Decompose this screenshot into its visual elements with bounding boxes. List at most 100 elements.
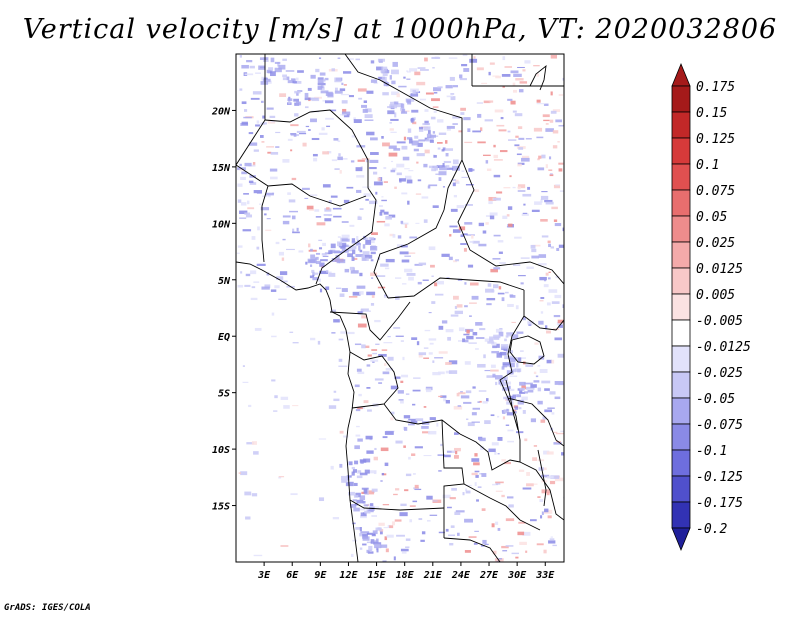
field-patch [545,272,549,276]
field-patch [390,101,393,106]
field-patch [493,284,499,289]
field-patch [460,107,466,111]
field-patch [321,253,327,256]
field-patch [438,371,445,375]
field-patch [464,361,471,365]
field-patch [326,207,330,210]
field-patch [415,418,424,422]
field-patch [360,512,367,517]
field-patch [351,238,356,243]
field-patch [502,550,508,552]
field-patch [269,115,276,119]
field-patch [356,236,359,240]
field-patch [343,114,350,118]
field-patch [497,436,503,441]
field-patch [460,243,467,245]
field-patch [318,438,327,440]
field-patch [560,430,564,433]
field-patch [359,208,364,210]
field-patch [401,222,409,225]
border-congo [329,301,411,341]
field-patch [519,389,523,393]
field-patch [463,248,467,252]
field-patch [484,338,494,342]
field-patch [428,165,437,169]
field-patch [338,259,346,264]
field-patch [489,62,495,65]
colorbar-bottom-arrow [671,527,691,552]
field-patch [553,431,558,433]
field-patch [317,82,326,86]
field-patch [519,387,526,391]
field-patch [401,551,407,554]
field-patch [458,392,466,395]
field-patch [449,225,458,228]
field-patch [252,91,262,95]
lon-tick-label: 9E [314,570,327,581]
field-patch [421,196,429,199]
field-patch [292,79,296,82]
field-patch [428,312,432,314]
field-patch [382,73,388,77]
field-patch [239,210,248,214]
field-patch [504,66,513,68]
field-patch [330,465,334,470]
field-patch [445,399,450,404]
field-patch [324,208,332,212]
field-patch [356,475,363,479]
field-patch [465,484,472,486]
field-patch [475,348,479,350]
field-patch [294,113,299,117]
field-patch [418,128,424,132]
field-patch [337,236,341,238]
field-patch [449,542,454,546]
field-patch [331,68,335,72]
field-patch [446,277,450,279]
field-patch [493,234,501,237]
field-patch [378,522,385,526]
field-patch [487,341,495,344]
field-patch [558,244,564,248]
field-patch [480,446,484,451]
field-patch [368,545,373,551]
field-patch [451,487,457,491]
field-patch [461,176,469,178]
field-patch [474,453,478,457]
field-patch [558,94,564,96]
field-patch [261,141,265,143]
field-patch [315,216,322,218]
field-patch [357,311,363,315]
field-patch [345,481,354,487]
field-patch [373,82,378,85]
field-patch [312,153,318,157]
field-patch [492,550,497,555]
lon-tick-label: 24E [451,570,471,581]
field-patch [375,191,378,195]
field-patch [305,261,308,265]
field-patch [366,364,371,367]
field-patch [515,78,524,81]
field-patch [304,197,309,199]
field-patch [259,57,268,61]
field-patch [502,387,511,391]
border-nigeria-east [315,231,373,285]
field-patch [310,97,316,100]
field-patch [274,61,281,64]
field-patch [394,101,399,105]
field-patch [311,137,320,141]
field-patch [355,167,363,172]
field-patch [357,216,362,220]
field-patch [554,477,564,482]
lake-tanganyika [505,379,519,431]
field-patch [404,489,409,492]
field-patch [313,157,318,162]
field-patch [382,142,390,147]
field-patch [376,538,379,543]
field-patch [448,534,456,537]
field-patch [554,337,563,341]
field-patch [445,152,449,157]
field-patch [488,196,497,201]
field-patch [488,100,494,103]
field-patch [450,525,455,528]
